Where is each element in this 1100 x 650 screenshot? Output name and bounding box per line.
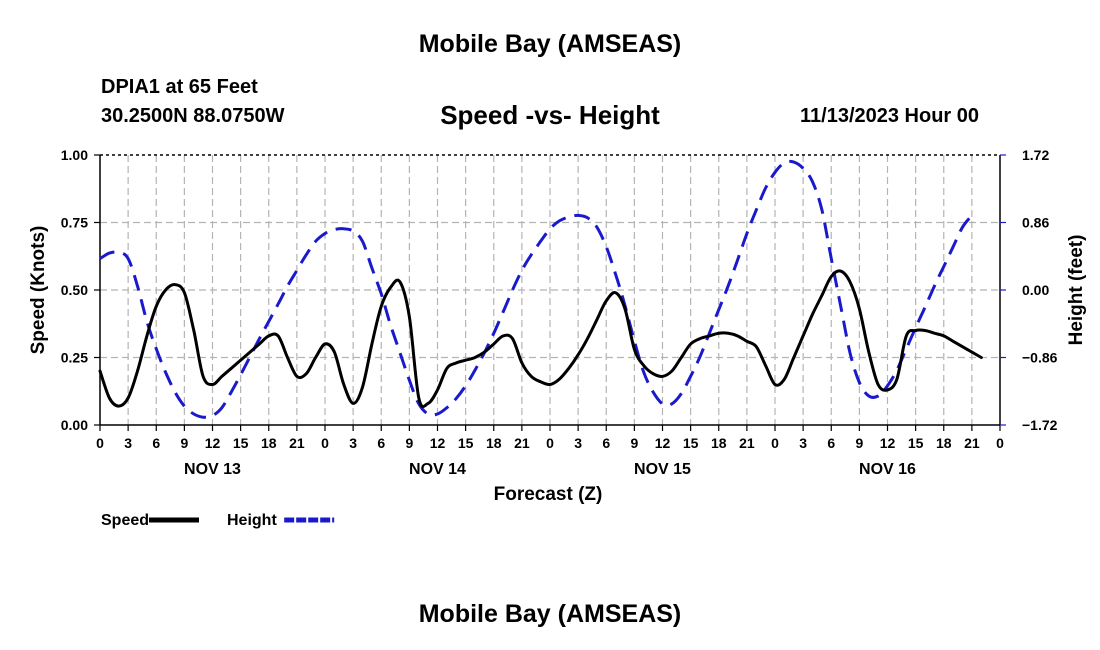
x-tick-label: 3	[349, 435, 357, 451]
right-tick-label: 0.00	[1022, 282, 1049, 298]
speed-series-line	[98, 269, 983, 409]
x-tick-label: 6	[827, 435, 835, 451]
x-tick-label: 9	[855, 435, 863, 451]
right-tick-label: −1.72	[1022, 417, 1058, 433]
x-tick-label: 9	[180, 435, 188, 451]
right-tick-label: 0.86	[1022, 215, 1049, 231]
day-label: NOV 14	[409, 461, 466, 478]
right-tick-label: 1.72	[1022, 147, 1049, 163]
legend-label-height: Height	[227, 512, 277, 529]
main-title: Mobile Bay (AMSEAS)	[418, 30, 682, 58]
x-tick-label: 12	[205, 435, 221, 451]
height-series-line	[99, 159, 974, 419]
footer-title: Mobile Bay (AMSEAS)	[418, 600, 682, 628]
axis-labels: 0 3 6 9 12 15 18 21 0 3 6 9 12 15 18 21 0 3 6 9 12 15 18 21 0 3 6 9…	[28, 147, 1087, 505]
x-tick-label: 3	[124, 435, 132, 451]
x-tick-label: 15	[908, 435, 924, 451]
left-tick-label: 0.50	[61, 282, 88, 298]
station-coords: 30.2500N 88.0750W	[101, 105, 285, 127]
station-name: DPIA1 at 65 Feet	[101, 76, 258, 98]
left-tick-label: 0.00	[61, 417, 88, 433]
day-label: NOV 13	[184, 461, 241, 478]
x-tick-label: 6	[377, 435, 385, 451]
x-tick-label: 12	[430, 435, 446, 451]
x-tick-label: 9	[405, 435, 413, 451]
x-tick-label: 6	[152, 435, 160, 451]
x-tick-label: 18	[486, 435, 502, 451]
left-tick-label: 1.00	[61, 147, 88, 163]
x-tick-label: 0	[771, 435, 779, 451]
left-tick-label: 0.25	[61, 350, 88, 366]
x-tick-label: 0	[996, 435, 1004, 451]
run-time: 11/13/2023 Hour 00	[800, 105, 980, 127]
x-tick-label: 0	[96, 435, 104, 451]
right-axis-title: Height (feet)	[1066, 235, 1087, 346]
x-tick-label: 3	[574, 435, 582, 451]
x-tick-label: 21	[964, 435, 980, 451]
x-tick-label: 9	[630, 435, 638, 451]
x-tick-label: 21	[739, 435, 755, 451]
x-tick-label: 6	[602, 435, 610, 451]
x-tick-label: 21	[514, 435, 530, 451]
x-tick-label: 18	[261, 435, 277, 451]
legend-label-speed: Speed	[101, 512, 149, 529]
x-tick-label: 12	[880, 435, 896, 451]
x-tick-label: 15	[458, 435, 474, 451]
axes	[94, 154, 1006, 431]
x-axis-title: Forecast (Z)	[494, 484, 603, 505]
day-label: NOV 16	[859, 461, 916, 478]
x-tick-label: 0	[321, 435, 329, 451]
series	[98, 159, 983, 419]
x-tick-label: 0	[546, 435, 554, 451]
chart-title: Speed -vs- Height	[440, 100, 660, 130]
x-tick-label: 18	[936, 435, 952, 451]
x-tick-label: 15	[683, 435, 699, 451]
left-tick-label: 0.75	[61, 215, 88, 231]
left-axis-title: Speed (Knots)	[28, 226, 49, 355]
x-tick-label: 21	[289, 435, 305, 451]
day-label: NOV 15	[634, 461, 691, 478]
x-tick-label: 12	[655, 435, 671, 451]
x-tick-label: 3	[799, 435, 807, 451]
right-tick-label: −0.86	[1022, 350, 1058, 366]
x-tick-label: 15	[233, 435, 249, 451]
x-tick-label: 18	[711, 435, 727, 451]
legend: Speed Height	[101, 512, 335, 529]
